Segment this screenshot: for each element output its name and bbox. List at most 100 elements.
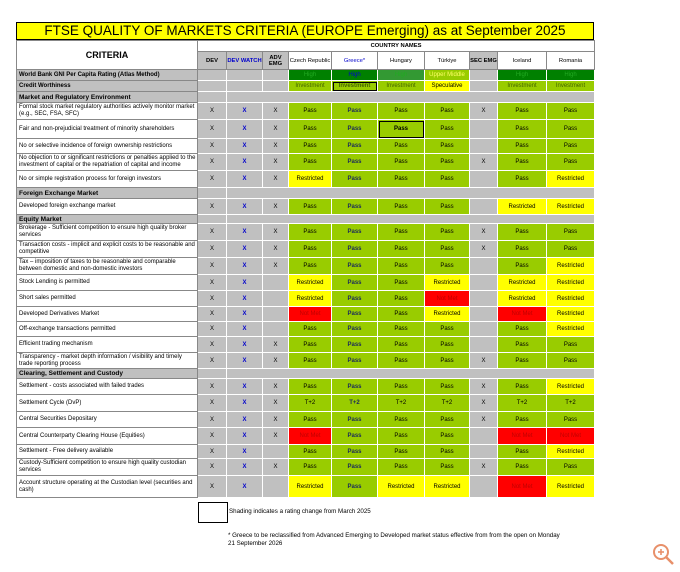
criterion-label: Settlement - costs associated with faile… bbox=[16, 378, 198, 395]
rating-cell: Pass bbox=[424, 170, 470, 188]
rating-cell: Pass bbox=[497, 240, 547, 258]
rating-cell: Pass bbox=[288, 352, 332, 369]
rating-cell: X bbox=[226, 444, 263, 459]
table-row: Central Securities Depositary X X X Pass Pass… bbox=[16, 411, 596, 428]
zoom-in-icon[interactable] bbox=[650, 541, 676, 567]
table-row: Custody-Sufficient competition to ensure… bbox=[16, 458, 596, 476]
rating-cell bbox=[469, 119, 498, 139]
rating-cell: Pass bbox=[377, 458, 425, 476]
rating-cell: Upper Middle bbox=[424, 69, 470, 81]
rating-cell: X bbox=[226, 170, 263, 188]
rating-cell: Pass bbox=[377, 427, 425, 445]
rating-cell: X bbox=[226, 119, 263, 139]
rating-cell bbox=[469, 427, 498, 445]
rating-cell: Pass bbox=[331, 290, 378, 307]
rating-cell: Pass bbox=[497, 458, 547, 476]
rating-cell: Restricted bbox=[288, 290, 332, 307]
rating-cell: X bbox=[262, 198, 289, 215]
criterion-label: Brokerage - Sufficient competition to en… bbox=[16, 223, 198, 241]
column-header: Iceland bbox=[497, 51, 547, 70]
rating-cell: Investment bbox=[497, 80, 547, 92]
rating-cell: Pass bbox=[377, 336, 425, 353]
criterion-label: Developed foreign exchange market bbox=[16, 198, 198, 215]
column-header: DEV WATCH bbox=[226, 51, 263, 70]
rating-cell: X bbox=[197, 475, 227, 498]
rating-cell: Pass bbox=[377, 274, 425, 291]
rating-cell: Pass bbox=[497, 411, 547, 428]
rating-cell: X bbox=[197, 119, 227, 139]
rating-cell: Restricted bbox=[497, 290, 547, 307]
rating-cell: Pass bbox=[424, 240, 470, 258]
rating-cell: X bbox=[226, 257, 263, 275]
rating-cell: X bbox=[197, 458, 227, 476]
legend-text: Shading indicates a rating change from M… bbox=[229, 508, 371, 515]
rating-cell: Pass bbox=[497, 257, 547, 275]
rating-cell bbox=[469, 306, 498, 322]
rating-cell: X bbox=[226, 138, 263, 154]
criterion-label: No or simple registration process for fo… bbox=[16, 170, 198, 188]
rating-cell: X bbox=[197, 198, 227, 215]
footnote: * Greece to be reclassified from Advance… bbox=[228, 532, 560, 547]
rating-cell: Pass bbox=[497, 321, 547, 337]
rating-cell: Restricted bbox=[288, 475, 332, 498]
rating-cell: X bbox=[226, 458, 263, 476]
rating-cell: Pass bbox=[497, 223, 547, 241]
table-row: Tax – imposition of taxes to be reasonab… bbox=[16, 257, 596, 275]
rating-cell bbox=[469, 444, 498, 459]
column-header: Czech Republic bbox=[288, 51, 332, 70]
rating-cell: Pass bbox=[545, 119, 596, 139]
rating-cell: Pass bbox=[288, 153, 332, 171]
rating-cell: Pass bbox=[497, 102, 547, 120]
rating-cell: Investment bbox=[288, 80, 332, 92]
rating-cell: X bbox=[226, 321, 263, 337]
rating-cell: Pass bbox=[288, 444, 332, 459]
rating-cell: Restricted bbox=[424, 306, 470, 322]
column-header: DEV bbox=[197, 51, 227, 70]
rating-cell: X bbox=[469, 223, 498, 241]
rating-cell: Pass bbox=[377, 153, 425, 171]
column-header: SEC EMG bbox=[469, 51, 498, 70]
rating-cell: Pass bbox=[288, 378, 332, 395]
criterion-label: Off-exchange transactions permitted bbox=[16, 321, 198, 337]
table-row: Short sales permitted X X Restricted Pass Pas… bbox=[16, 290, 596, 307]
rating-cell: Pass bbox=[331, 378, 378, 395]
rating-cell: X bbox=[262, 170, 289, 188]
rating-cell bbox=[262, 444, 289, 459]
rating-cell bbox=[469, 290, 498, 307]
rating-cell: X bbox=[469, 102, 498, 120]
criterion-label: Transaction costs - implicit and explici… bbox=[16, 240, 198, 258]
rating-cell: Pass bbox=[331, 411, 378, 428]
rating-cell: Pass bbox=[424, 321, 470, 337]
rating-cell: Pass bbox=[497, 170, 547, 188]
rating-cell: X bbox=[197, 138, 227, 154]
rating-cell: Pass bbox=[497, 444, 547, 459]
rating-cell: Not Met bbox=[288, 306, 332, 322]
rating-cell: Pass bbox=[424, 153, 470, 171]
rating-cell: Restricted bbox=[497, 198, 547, 215]
column-header: Romania bbox=[545, 51, 596, 70]
criterion-label: Credit Worthiness bbox=[16, 80, 198, 92]
rating-cell bbox=[469, 321, 498, 337]
rating-cell: Pass bbox=[377, 378, 425, 395]
column-header: Greece* bbox=[331, 51, 378, 70]
criterion-label: World Bank GNI Per Capita Rating (Atlas … bbox=[16, 69, 198, 81]
table-row: No or simple registration process for fo… bbox=[16, 170, 596, 188]
rating-cell: Pass bbox=[288, 458, 332, 476]
rating-cell: X bbox=[262, 257, 289, 275]
rating-cell: X bbox=[262, 102, 289, 120]
table-row: Developed foreign exchange market X X X Pass… bbox=[16, 198, 596, 215]
section-row: Market and Regulatory Environment bbox=[16, 91, 596, 103]
section-title: Equity Market bbox=[16, 214, 198, 224]
rating-cell: Pass bbox=[377, 198, 425, 215]
rating-cell: X bbox=[197, 394, 227, 412]
criterion-label: No or selective incidence of foreign own… bbox=[16, 138, 198, 154]
rating-cell: Pass bbox=[377, 306, 425, 322]
rating-cell: Pass bbox=[377, 223, 425, 241]
column-header: Türkiye bbox=[424, 51, 470, 70]
rating-cell bbox=[197, 80, 227, 92]
rating-cell bbox=[262, 274, 289, 291]
rating-cell: Pass bbox=[424, 378, 470, 395]
rating-cell: Pass bbox=[288, 138, 332, 154]
rating-cell: X bbox=[226, 223, 263, 241]
rating-cell bbox=[469, 257, 498, 275]
